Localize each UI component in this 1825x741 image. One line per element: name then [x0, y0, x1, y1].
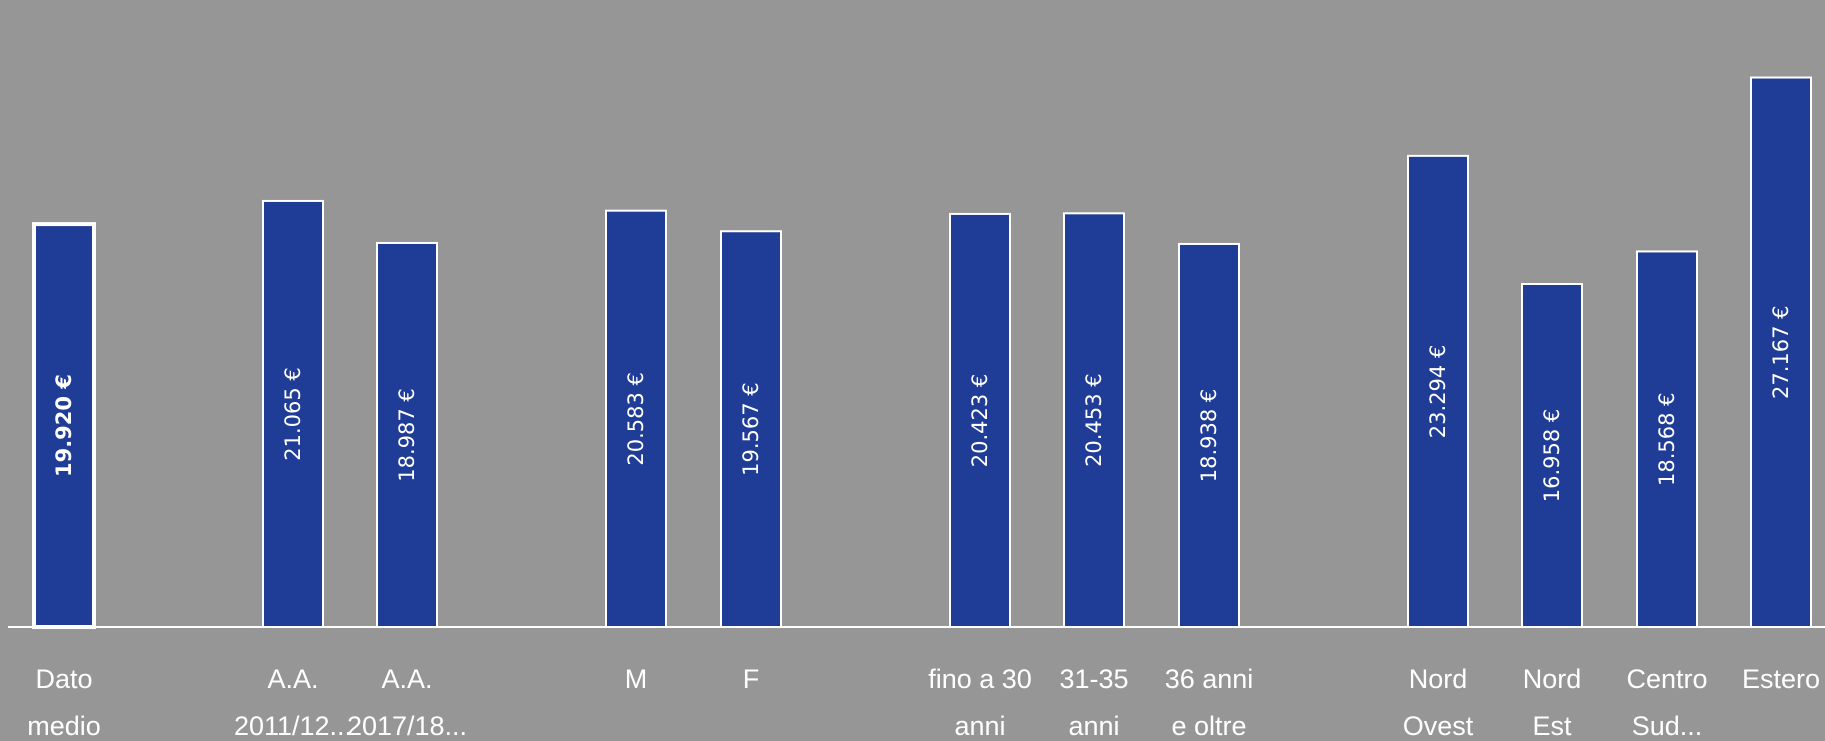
bars-group	[32, 76, 1812, 629]
category-label-6-line-0: 31-35	[1059, 664, 1128, 694]
value-label-2: 18.987 €	[395, 388, 419, 482]
category-label-2-line-0: A.A.	[381, 664, 432, 694]
category-label-0-line-0: Dato	[35, 664, 92, 694]
category-label-1-line-0: A.A.	[267, 664, 318, 694]
category-label-10-line-1: Sud...	[1632, 711, 1703, 741]
bar-5	[949, 212, 1011, 629]
bar-3	[605, 209, 667, 628]
value-label-7: 18.938 €	[1197, 389, 1221, 483]
value-label-1: 21.065 €	[281, 367, 305, 461]
category-label-7-line-1: e oltre	[1171, 711, 1246, 741]
bar-11	[1750, 76, 1812, 628]
value-label-10: 18.568 €	[1655, 392, 1679, 486]
category-label-6-line-1: anni	[1068, 711, 1119, 741]
bar-9	[1521, 283, 1583, 628]
value-label-6: 20.453 €	[1082, 373, 1106, 467]
value-label-3: 20.583 €	[624, 372, 648, 466]
category-label-1-line-1: 2011/12...	[234, 711, 352, 741]
bar-1	[262, 199, 324, 628]
category-label-5-line-0: fino a 30	[928, 664, 1032, 694]
value-label-5: 20.423 €	[968, 374, 992, 468]
category-label-3-line-0: M	[625, 664, 648, 694]
category-label-0-line-1: medio	[27, 711, 101, 741]
category-label-8-line-0: Nord	[1409, 664, 1468, 694]
category-label-10-line-0: Centro	[1626, 664, 1707, 694]
category-label-8-line-1: Ovest	[1403, 711, 1474, 741]
category-label-11-line-0: Estero	[1742, 664, 1820, 694]
category-label-4-line-0: F	[743, 664, 760, 694]
category-label-2-line-1: 2017/18...	[347, 711, 467, 741]
value-label-4: 19.567 €	[739, 382, 763, 476]
category-label-9-line-1: Est	[1532, 711, 1572, 741]
bar-2	[376, 241, 438, 628]
bar-7	[1178, 242, 1240, 628]
value-label-8: 23.294 €	[1426, 345, 1450, 439]
value-labels-group: 19.920 € 21.065 € 18.987 € 20.583 € 19.567 €…	[52, 306, 1793, 503]
category-label-9-line-0: Nord	[1523, 664, 1582, 694]
bar-10	[1636, 250, 1698, 628]
category-label-5-line-1: anni	[954, 711, 1005, 741]
value-label-11: 27.167 €	[1769, 306, 1793, 400]
category-label-7-line-0: 36 anni	[1165, 664, 1254, 694]
value-label-9: 16.958 €	[1540, 409, 1564, 503]
bar-0	[32, 222, 96, 629]
value-label-0: 19.920 €	[52, 374, 76, 477]
